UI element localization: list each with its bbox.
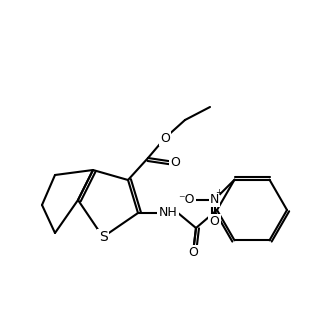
Text: N: N (210, 193, 219, 206)
Text: O: O (210, 215, 219, 228)
Text: O: O (188, 246, 198, 259)
Text: O: O (160, 132, 170, 144)
Text: S: S (99, 230, 107, 244)
Text: +: + (215, 188, 222, 197)
Text: O: O (170, 156, 180, 169)
Text: NH: NH (158, 206, 178, 219)
Text: ⁻O: ⁻O (178, 193, 195, 206)
